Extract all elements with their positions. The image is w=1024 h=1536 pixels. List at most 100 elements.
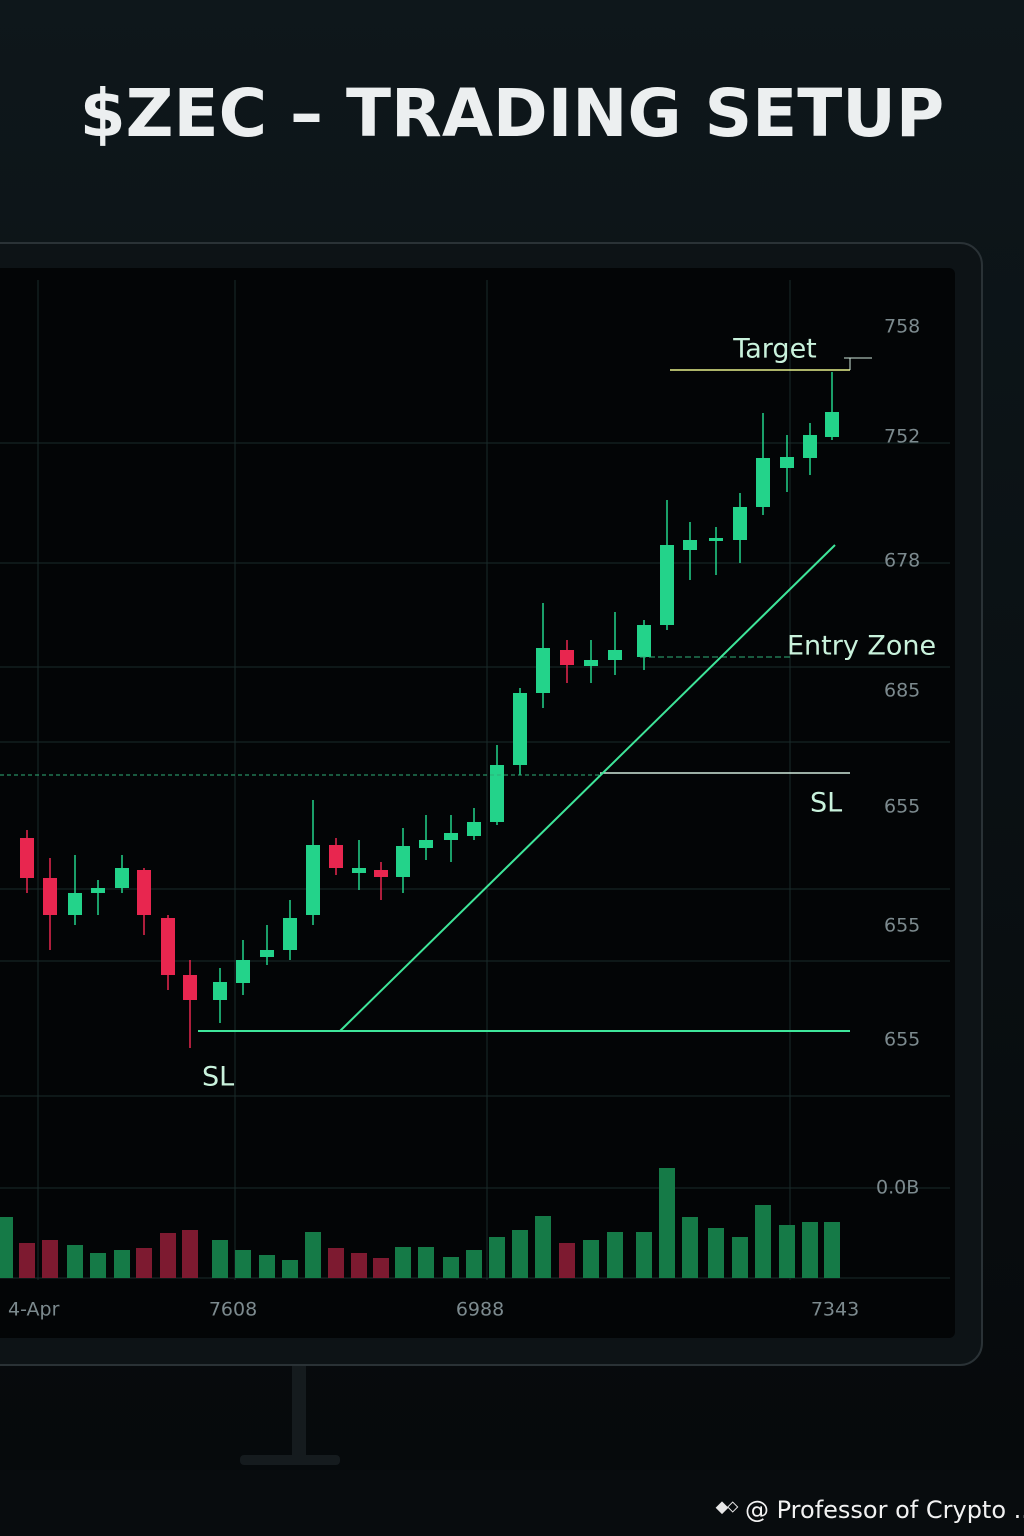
candle-body xyxy=(660,545,674,625)
volume-bar xyxy=(395,1247,411,1278)
monitor-stand xyxy=(292,1365,306,1460)
title: $ZEC – TRADING SETUP xyxy=(80,75,945,152)
volume-bar xyxy=(114,1250,130,1278)
candle-body xyxy=(161,918,175,975)
volume-bar xyxy=(607,1232,623,1278)
candle-body xyxy=(683,540,697,550)
volume-bar xyxy=(418,1247,434,1278)
candle-body xyxy=(329,845,343,868)
keyboard xyxy=(0,1470,1024,1536)
volume-bar xyxy=(659,1168,675,1278)
candles xyxy=(20,372,839,1048)
candle-body xyxy=(444,833,458,840)
volume-bar xyxy=(755,1205,771,1278)
volume-bar xyxy=(136,1248,152,1278)
candle-body xyxy=(419,840,433,848)
candle-body xyxy=(306,845,320,915)
watermark: @ Professor of Crypto ... xyxy=(745,1496,1024,1524)
volume-bar xyxy=(328,1248,344,1278)
candle-body xyxy=(825,412,839,437)
volume-bar xyxy=(732,1237,748,1278)
candle-body xyxy=(20,838,34,878)
candle-body xyxy=(91,888,105,893)
price-label: 655 xyxy=(884,1029,920,1051)
candle-body xyxy=(137,870,151,915)
volume-bar xyxy=(0,1217,13,1278)
candle-body xyxy=(115,868,129,888)
stop-label: SL xyxy=(202,1062,234,1093)
logo-diamond xyxy=(727,1501,739,1513)
volume-bar xyxy=(19,1243,35,1278)
candle-body xyxy=(283,918,297,950)
volume-label: 0.0B xyxy=(876,1177,919,1199)
candle-body xyxy=(490,765,504,822)
volume-bar xyxy=(466,1250,482,1278)
candle-body xyxy=(213,982,227,1000)
volume-bar xyxy=(802,1222,818,1278)
time-label: 7343 xyxy=(811,1299,859,1321)
candle-body xyxy=(709,538,723,541)
target-label: Target xyxy=(732,334,817,365)
price-label: 678 xyxy=(884,550,920,572)
price-label: 655 xyxy=(884,915,920,937)
candle-body xyxy=(803,435,817,458)
candle-body xyxy=(608,650,622,660)
price-label: 655 xyxy=(884,796,920,818)
price-label: 752 xyxy=(884,426,920,448)
time-label: 4-Apr xyxy=(8,1299,60,1321)
candle-body xyxy=(396,846,410,877)
candle-body xyxy=(733,507,747,540)
price-label: 685 xyxy=(884,680,920,702)
candle-body xyxy=(352,868,366,873)
candle-body xyxy=(536,648,550,693)
volume-bar xyxy=(351,1253,367,1278)
time-label: 6988 xyxy=(456,1299,504,1321)
volume-bar xyxy=(212,1240,228,1278)
entry-label: Entry Zone xyxy=(787,631,936,662)
candle-body xyxy=(183,975,197,1000)
candle-body xyxy=(584,660,598,666)
volume-bars xyxy=(0,1168,840,1278)
stop-label: SL xyxy=(810,788,842,819)
candle-body xyxy=(68,893,82,915)
volume-bar xyxy=(160,1233,176,1278)
volume-bar xyxy=(235,1250,251,1278)
grid xyxy=(0,280,950,1280)
candle-body xyxy=(236,960,250,983)
volume-bar xyxy=(42,1240,58,1278)
monitor-base xyxy=(240,1455,340,1465)
candle-body xyxy=(374,870,388,877)
volume-bar xyxy=(373,1258,389,1278)
volume-bar xyxy=(443,1257,459,1278)
volume-bar xyxy=(824,1222,840,1278)
volume-bar xyxy=(67,1245,83,1278)
volume-bar xyxy=(259,1255,275,1278)
candle-body xyxy=(756,458,770,507)
volume-bar xyxy=(583,1240,599,1278)
candle-body xyxy=(513,693,527,765)
volume-bar xyxy=(182,1230,198,1278)
candle-body xyxy=(260,950,274,957)
price-label: 758 xyxy=(884,316,920,338)
volume-bar xyxy=(682,1217,698,1278)
volume-bar xyxy=(779,1225,795,1278)
volume-bar xyxy=(90,1253,106,1278)
candle-body xyxy=(780,457,794,468)
volume-bar xyxy=(512,1230,528,1278)
volume-bar xyxy=(708,1228,724,1278)
candle-body xyxy=(467,822,481,836)
time-label: 7608 xyxy=(209,1299,257,1321)
logo-diamond xyxy=(715,1501,729,1515)
volume-bar xyxy=(559,1243,575,1278)
watermark-icon xyxy=(715,1501,739,1515)
volume-bar xyxy=(535,1216,551,1278)
volume-bar xyxy=(489,1237,505,1278)
candle-body xyxy=(560,650,574,665)
volume-bar xyxy=(305,1232,321,1278)
trend-line xyxy=(339,544,836,1032)
volume-bar xyxy=(636,1232,652,1278)
candle-body xyxy=(637,625,651,657)
volume-bar xyxy=(282,1260,298,1278)
candle-body xyxy=(43,878,57,915)
